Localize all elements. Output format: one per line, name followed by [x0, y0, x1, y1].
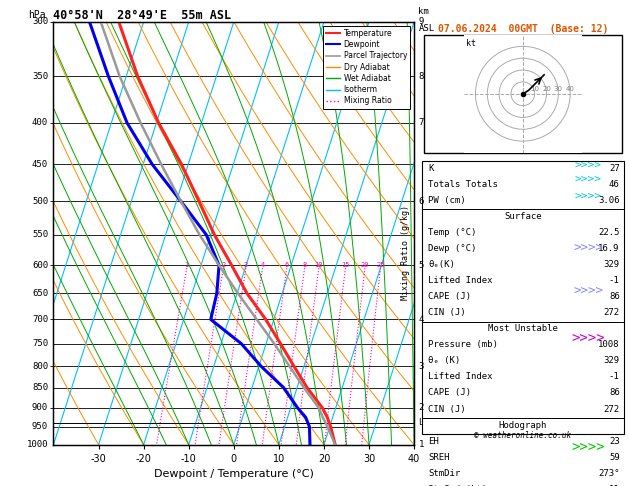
Text: 8: 8 [418, 71, 424, 81]
Text: 27: 27 [609, 163, 620, 173]
Text: 329: 329 [604, 356, 620, 365]
Text: -1: -1 [609, 276, 620, 285]
Text: 1: 1 [418, 440, 424, 449]
Text: 550: 550 [32, 230, 48, 239]
Text: 350: 350 [32, 71, 48, 81]
Text: 23: 23 [609, 436, 620, 446]
Text: Lifted Index: Lifted Index [428, 372, 493, 382]
Text: Temp (°C): Temp (°C) [428, 228, 476, 237]
Text: 1008: 1008 [598, 340, 620, 349]
Text: θₑ (K): θₑ (K) [428, 356, 460, 365]
Text: 950: 950 [32, 422, 48, 431]
Text: >>>>: >>>> [571, 440, 605, 454]
Text: ASL: ASL [418, 24, 435, 34]
Bar [422, 161, 624, 434]
Text: LCL: LCL [414, 418, 434, 428]
Text: 4: 4 [418, 315, 424, 324]
Text: 1: 1 [184, 262, 189, 268]
Text: 20: 20 [360, 262, 369, 268]
Text: StmDir: StmDir [428, 469, 460, 478]
Text: StmSpd (kt): StmSpd (kt) [428, 485, 487, 486]
Text: Totals Totals: Totals Totals [428, 180, 498, 189]
Text: Most Unstable: Most Unstable [488, 324, 558, 333]
Text: 3.06: 3.06 [598, 196, 620, 205]
Text: >>>>: >>>> [575, 160, 601, 170]
Text: 59: 59 [609, 453, 620, 462]
Text: 3: 3 [244, 262, 248, 268]
Text: 600: 600 [32, 261, 48, 270]
Text: 2: 2 [221, 262, 225, 268]
Text: >>>>: >>>> [573, 242, 603, 254]
Text: 272: 272 [604, 404, 620, 414]
Text: 800: 800 [32, 362, 48, 371]
Text: 900: 900 [32, 403, 48, 412]
Text: Pressure (mb): Pressure (mb) [428, 340, 498, 349]
Text: 1000: 1000 [26, 440, 48, 449]
Text: >>>>: >>>> [573, 285, 603, 298]
Text: 7: 7 [418, 119, 424, 127]
Text: 46: 46 [609, 180, 620, 189]
Text: 650: 650 [32, 289, 48, 298]
Text: 86: 86 [609, 388, 620, 398]
Text: 700: 700 [32, 315, 48, 324]
Text: θₑ(K): θₑ(K) [428, 260, 455, 269]
Text: 850: 850 [32, 383, 48, 392]
Text: SREH: SREH [428, 453, 450, 462]
Text: -1: -1 [609, 372, 620, 382]
Text: 273°: 273° [598, 469, 620, 478]
Text: km: km [418, 7, 429, 16]
Text: K: K [428, 163, 433, 173]
Text: 6: 6 [285, 262, 289, 268]
Text: CIN (J): CIN (J) [428, 404, 465, 414]
Text: 22.5: 22.5 [598, 228, 620, 237]
Bar [424, 35, 621, 153]
Text: 15: 15 [341, 262, 350, 268]
Text: 5: 5 [418, 261, 424, 270]
Text: >>>>: >>>> [575, 175, 601, 185]
Text: 86: 86 [609, 292, 620, 301]
Text: Lifted Index: Lifted Index [428, 276, 493, 285]
Text: 400: 400 [32, 119, 48, 127]
Text: CIN (J): CIN (J) [428, 308, 465, 317]
Text: Mixing Ratio (g/kg): Mixing Ratio (g/kg) [401, 205, 410, 300]
Text: 2: 2 [418, 403, 424, 412]
X-axis label: Dewpoint / Temperature (°C): Dewpoint / Temperature (°C) [154, 469, 314, 479]
Text: 6: 6 [418, 197, 424, 206]
Text: © weatheronline.co.uk: © weatheronline.co.uk [474, 432, 571, 440]
Text: >>>>: >>>> [571, 331, 605, 345]
Legend: Temperature, Dewpoint, Parcel Trajectory, Dry Adiabat, Wet Adiabat, Isotherm, Mi: Temperature, Dewpoint, Parcel Trajectory… [323, 26, 410, 108]
Text: 10: 10 [314, 262, 323, 268]
Text: 500: 500 [32, 197, 48, 206]
Text: EH: EH [428, 436, 439, 446]
Text: 329: 329 [604, 260, 620, 269]
Text: 8: 8 [303, 262, 307, 268]
Text: 4: 4 [260, 262, 265, 268]
Text: Surface: Surface [504, 212, 542, 221]
Text: 11: 11 [609, 485, 620, 486]
Text: 9: 9 [418, 17, 424, 26]
Text: 16.9: 16.9 [598, 244, 620, 253]
Text: 07.06.2024  00GMT  (Base: 12): 07.06.2024 00GMT (Base: 12) [438, 24, 608, 34]
Text: 300: 300 [32, 17, 48, 26]
Text: CAPE (J): CAPE (J) [428, 388, 471, 398]
Text: Dewp (°C): Dewp (°C) [428, 244, 476, 253]
Text: 40°58'N  28°49'E  55m ASL: 40°58'N 28°49'E 55m ASL [53, 9, 231, 22]
Text: hPa: hPa [28, 10, 46, 20]
Text: 272: 272 [604, 308, 620, 317]
Text: Hodograph: Hodograph [499, 420, 547, 430]
Text: 750: 750 [32, 339, 48, 348]
Text: >>>>: >>>> [575, 192, 601, 202]
Text: 450: 450 [32, 160, 48, 169]
Text: 3: 3 [418, 362, 424, 371]
Text: PW (cm): PW (cm) [428, 196, 465, 205]
Text: 25: 25 [376, 262, 385, 268]
Text: CAPE (J): CAPE (J) [428, 292, 471, 301]
